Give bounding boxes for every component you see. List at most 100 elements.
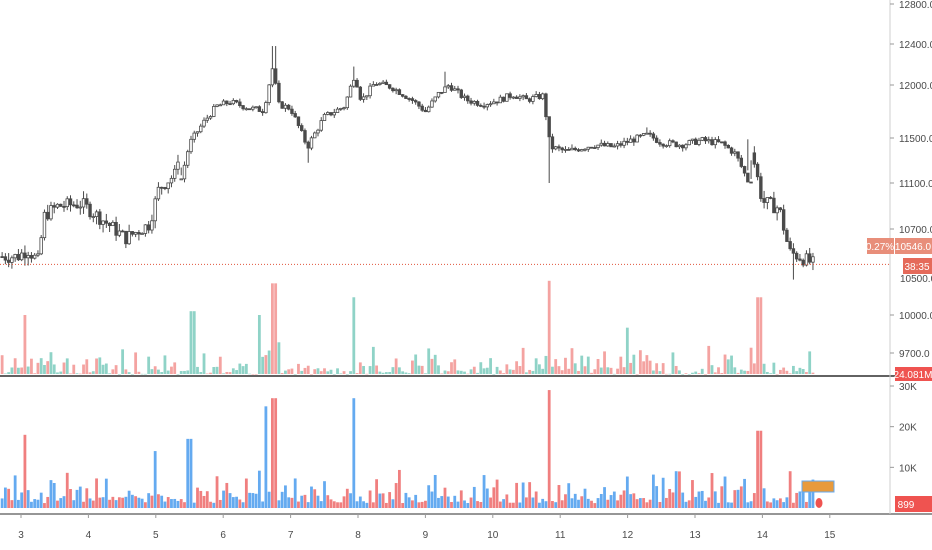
- volume-bar: [772, 362, 776, 374]
- candle-body: [378, 82, 382, 85]
- volume-bar: [508, 369, 512, 374]
- candle-body: [75, 204, 79, 209]
- candle-body: [697, 139, 701, 145]
- volume-bar: [52, 482, 56, 508]
- volume-bar: [30, 358, 33, 374]
- indicator-marker[interactable]: [815, 498, 823, 508]
- volume-bar: [596, 359, 600, 374]
- volume-bar: [336, 502, 339, 508]
- candle-body: [459, 89, 463, 98]
- volume-pane[interactable]: [0, 280, 815, 375]
- candle-body: [505, 93, 509, 102]
- volume-bar: [805, 501, 808, 508]
- volume-bar: [17, 367, 20, 374]
- volume-bar: [792, 502, 795, 508]
- candle-body: [397, 89, 402, 95]
- volume2-value-tag: [895, 496, 932, 512]
- volume-bar: [707, 497, 711, 508]
- candle-body: [641, 133, 646, 136]
- volume-bar: [645, 355, 649, 374]
- volume-bar: [752, 493, 756, 508]
- volume-scale[interactable]: 10000.0 9700.0: [890, 311, 932, 360]
- volume-bar: [362, 501, 365, 508]
- volume-bar: [248, 492, 252, 508]
- volume-bar: [39, 358, 43, 374]
- volume-scale-secondary[interactable]: 30K 20K 10K: [890, 382, 917, 474]
- candle-body: [267, 84, 271, 103]
- candle-body: [55, 203, 60, 208]
- volume-bar: [577, 499, 580, 508]
- volume-bar: [459, 370, 463, 374]
- candle-body: [140, 233, 144, 235]
- candle-body: [283, 104, 288, 109]
- last-price-tag[interactable]: [895, 238, 932, 254]
- candle-body: [739, 157, 744, 167]
- volume-bar: [394, 483, 398, 508]
- volume-bar: [212, 367, 216, 374]
- volume-bar: [547, 280, 551, 374]
- price-pane[interactable]: [0, 46, 890, 280]
- volume-bar: [284, 485, 287, 508]
- candle-body: [765, 197, 770, 203]
- volume-bar: [557, 485, 561, 508]
- candle-body: [0, 256, 4, 259]
- candle-body: [400, 94, 405, 97]
- volume-bar: [349, 493, 352, 508]
- volume-bar: [583, 488, 587, 508]
- candle-body: [580, 149, 584, 152]
- volume-bar: [476, 372, 479, 374]
- volume-bar: [183, 370, 186, 374]
- price-scale[interactable]: 12800.0 12400.0 12000.0 11500.0 11100.0 10700…: [890, 0, 932, 236]
- volume-bar: [801, 368, 805, 374]
- volume-bar: [795, 492, 799, 508]
- candle-body: [479, 104, 483, 107]
- volume-bar: [593, 503, 597, 508]
- candle-body: [49, 205, 53, 220]
- candle-body: [244, 108, 249, 111]
- volume-bar: [124, 369, 128, 374]
- candle-body: [488, 103, 493, 106]
- volume-bar: [798, 491, 802, 508]
- volume-bar: [736, 489, 740, 508]
- volume-bar: [414, 354, 418, 374]
- volume-bar: [492, 487, 496, 508]
- volume-bar: [62, 496, 66, 508]
- candle-body: [521, 95, 525, 98]
- volume-bar: [765, 371, 769, 374]
- volume-bar: [95, 478, 98, 508]
- volume-bar: [684, 501, 688, 508]
- volume-bar: [739, 369, 743, 374]
- candle-body: [694, 138, 698, 145]
- candle-body: [804, 253, 809, 266]
- volume-bar: [218, 356, 222, 374]
- time-tick-label: 7: [288, 530, 294, 541]
- volume-bar: [26, 366, 30, 374]
- volume-bar: [251, 493, 255, 508]
- candle-body: [39, 237, 43, 255]
- time-scale[interactable]: 3 4 5 6 7 8 9 10 11 12 13 14 15: [18, 514, 836, 541]
- volume-bar: [427, 485, 431, 508]
- volume-bar: [130, 374, 134, 375]
- candle-body: [348, 85, 353, 98]
- candle-body: [453, 88, 457, 91]
- indicator-badge[interactable]: [801, 480, 835, 493]
- volume2-tick-label: 30K: [899, 382, 917, 393]
- volume-bar: [668, 373, 672, 375]
- candle-body: [270, 68, 275, 86]
- volume-bar: [271, 283, 274, 374]
- volume-bar: [453, 359, 457, 374]
- volume-bar: [280, 372, 284, 374]
- volume-bar: [700, 490, 704, 508]
- volume-bar: [196, 366, 199, 374]
- volume-bar: [23, 315, 27, 374]
- candle-body: [371, 84, 376, 87]
- volume-bar: [482, 475, 486, 508]
- candle-body: [381, 81, 385, 84]
- candle-body: [208, 116, 213, 119]
- candle-body: [778, 207, 783, 211]
- volume-bar: [231, 368, 235, 374]
- volume-pane-secondary[interactable]: [0, 390, 835, 508]
- candle-body: [729, 147, 734, 154]
- volume-bar: [785, 497, 789, 508]
